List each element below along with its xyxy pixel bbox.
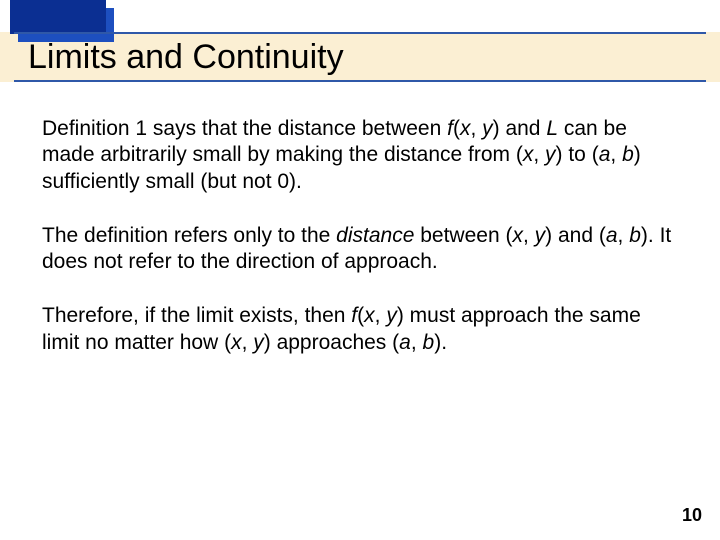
paragraph-1: Definition 1 says that the distance betw… [42, 116, 678, 195]
body-text: Definition 1 says that the distance betw… [42, 116, 678, 384]
title-rule-bottom [14, 80, 706, 82]
corner-block-front [10, 0, 106, 34]
slide: Limits and Continuity Definition 1 says … [0, 0, 720, 540]
slide-title: Limits and Continuity [28, 38, 344, 77]
title-rule-top [14, 32, 706, 34]
paragraph-2: The definition refers only to the distan… [42, 223, 678, 276]
page-number: 10 [682, 505, 702, 526]
paragraph-3: Therefore, if the limit exists, then f(x… [42, 303, 678, 356]
